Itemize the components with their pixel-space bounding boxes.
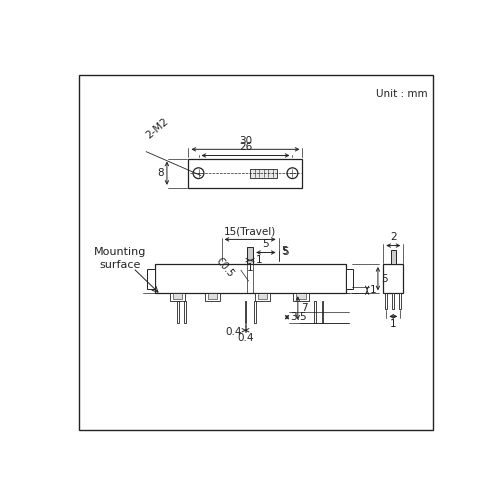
Text: 2: 2 (390, 232, 396, 242)
Text: 0.4: 0.4 (225, 327, 242, 337)
Circle shape (193, 168, 204, 178)
Text: 1: 1 (256, 255, 263, 265)
Bar (176, 301, 178, 322)
Text: 1: 1 (390, 320, 396, 330)
Bar (390, 250, 396, 264)
Bar (346, 268, 354, 288)
Bar (204, 294, 220, 301)
Bar (392, 294, 394, 308)
Bar (247, 247, 253, 264)
Text: 7: 7 (301, 303, 308, 313)
Text: 5: 5 (262, 240, 269, 250)
Bar (258, 294, 267, 300)
Text: 15(Travel): 15(Travel) (224, 226, 276, 236)
Text: 30: 30 (239, 136, 252, 146)
Bar (293, 294, 308, 301)
Bar (386, 294, 388, 308)
Bar (154, 264, 346, 294)
Bar (244, 301, 246, 322)
Bar (384, 264, 404, 294)
Text: 5: 5 (282, 246, 289, 256)
Bar (147, 268, 154, 288)
Bar (170, 294, 186, 301)
Bar (254, 294, 270, 301)
Text: Mounting
surface: Mounting surface (94, 247, 146, 270)
Text: 2-M2: 2-M2 (144, 116, 171, 141)
Bar (173, 294, 182, 300)
Text: 5: 5 (282, 246, 288, 256)
Text: 5: 5 (381, 274, 388, 283)
Circle shape (287, 168, 298, 178)
Bar (322, 301, 324, 322)
Bar (184, 301, 186, 322)
Text: 1: 1 (247, 264, 254, 274)
Bar (400, 294, 401, 308)
Bar (254, 301, 256, 322)
Text: 0.4: 0.4 (237, 334, 254, 344)
Bar (296, 294, 306, 300)
Text: C0.5: C0.5 (214, 256, 236, 280)
Text: 26: 26 (239, 142, 252, 152)
Bar (188, 158, 302, 188)
Bar (208, 294, 217, 300)
Text: 1: 1 (370, 285, 377, 295)
Bar (314, 301, 316, 322)
Text: 3.5: 3.5 (290, 312, 307, 322)
Bar (250, 168, 277, 178)
Text: 8: 8 (157, 168, 164, 178)
Text: Unit : mm: Unit : mm (376, 90, 427, 100)
